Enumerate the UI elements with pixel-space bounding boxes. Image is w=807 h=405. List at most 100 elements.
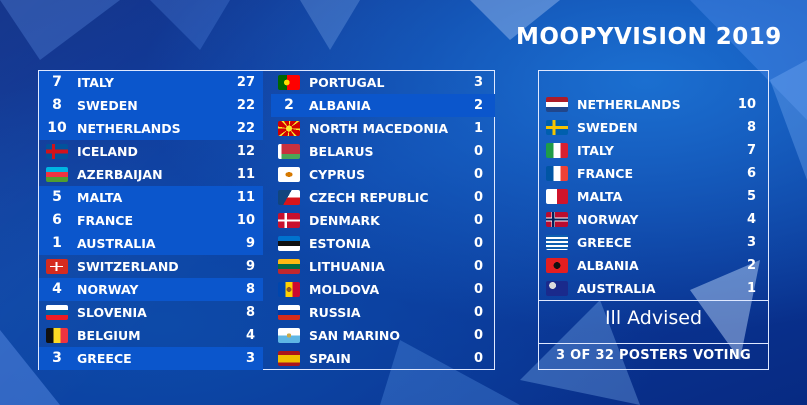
vote-row: SWEDEN 8	[539, 116, 768, 139]
country-name: AZERBAIJAN	[77, 167, 163, 182]
country-name: NORWAY	[77, 282, 139, 297]
netherlands-flag-icon	[546, 97, 568, 112]
country-points: 8	[245, 282, 255, 297]
scoreboard-row: DENMARK 0	[271, 209, 495, 232]
scoreboard-row: PORTUGAL 3	[271, 71, 495, 94]
country-name: SAN MARINO	[309, 328, 400, 343]
country-points: 0	[473, 236, 483, 251]
rank-number: 3	[52, 350, 62, 366]
country-points: 8	[245, 305, 255, 320]
country-name: RUSSIA	[309, 305, 361, 320]
scoreboard-row: 2 ALBANIA 2	[271, 94, 495, 117]
scoreboard-row: RUSSIA 0	[271, 301, 495, 324]
scoreboard-row: BELARUS 0	[271, 140, 495, 163]
country-points: 7	[746, 143, 756, 158]
cyprus-flag-icon	[278, 167, 300, 182]
country-points: 12	[236, 144, 255, 159]
country-points: 22	[236, 98, 255, 113]
scoreboard-row: 8 SWEDEN 22	[39, 94, 263, 117]
country-points: 9	[245, 259, 255, 274]
country-points: 4	[746, 212, 756, 227]
norway-flag-icon	[546, 212, 568, 227]
russia-flag-icon	[278, 305, 300, 320]
scoreboard-row: 5 MALTA 11	[39, 186, 263, 209]
country-points: 1	[746, 281, 756, 296]
scoreboard-row: ICELAND 12	[39, 140, 263, 163]
vote-row: AUSTRALIA 1	[539, 277, 768, 300]
country-points: 5	[746, 189, 756, 204]
rank-number: 10	[47, 120, 67, 136]
vote-row: MALTA 5	[539, 185, 768, 208]
divider	[539, 343, 768, 344]
scoreboard-row: AZERBAIJAN 11	[39, 163, 263, 186]
rank-number: 6	[52, 212, 62, 228]
country-points: 4	[245, 328, 255, 343]
country-name: NETHERLANDS	[577, 97, 681, 112]
scoreboard-row: 6 FRANCE 10	[39, 209, 263, 232]
page-title: MOOPYVISION 2019	[516, 24, 782, 50]
scoreboard-row: LITHUANIA 0	[271, 255, 495, 278]
country-points: 3	[473, 75, 483, 90]
scoreboard-panel: 7 ITALY 27 8 SWEDEN 22 10 NETHERLANDS 22 ICELAND 1…	[38, 70, 495, 370]
country-points: 0	[473, 351, 483, 366]
country-points: 0	[473, 144, 483, 159]
rank-number: 5	[52, 189, 62, 205]
country-name: PORTUGAL	[309, 75, 385, 90]
country-points: 3	[746, 235, 756, 250]
vote-row: FRANCE 6	[539, 162, 768, 185]
country-name: ITALY	[77, 75, 114, 90]
country-name: GREECE	[77, 351, 132, 366]
czech-republic-flag-icon	[278, 190, 300, 205]
rank-number: 2	[284, 97, 294, 113]
country-name: AUSTRALIA	[577, 281, 656, 296]
malta-flag-icon	[546, 189, 568, 204]
country-points: 27	[236, 75, 255, 90]
divider	[539, 300, 768, 301]
country-points: 3	[245, 351, 255, 366]
scoreboard-row: SWITZERLAND 9	[39, 255, 263, 278]
scoreboard-row: NORTH MACEDONIA 1	[271, 117, 495, 140]
country-name: CZECH REPUBLIC	[309, 190, 429, 205]
iceland-flag-icon	[46, 144, 68, 159]
spain-flag-icon	[278, 351, 300, 366]
vote-row: GREECE 3	[539, 231, 768, 254]
vote-row: ITALY 7	[539, 139, 768, 162]
country-name: SWEDEN	[577, 120, 638, 135]
country-name: CYPRUS	[309, 167, 366, 182]
country-name: FRANCE	[577, 166, 634, 181]
scoreboard-row: SAN MARINO 0	[271, 324, 495, 347]
rank-number: 7	[52, 74, 62, 90]
country-name: MOLDOVA	[309, 282, 380, 297]
country-points: 0	[473, 167, 483, 182]
voting-progress: 3 OF 32 POSTERS VOTING	[556, 348, 751, 363]
country-points: 0	[473, 190, 483, 205]
switzerland-flag-icon	[46, 259, 68, 274]
country-points: 1	[473, 121, 483, 136]
country-name: GREECE	[577, 235, 632, 250]
vote-row: NORWAY 4	[539, 208, 768, 231]
country-name: SLOVENIA	[77, 305, 147, 320]
scoreboard-row: SPAIN 0	[271, 347, 495, 370]
scoreboard-row: ESTONIA 0	[271, 232, 495, 255]
scoreboard-row: 7 ITALY 27	[39, 71, 263, 94]
country-name: FRANCE	[77, 213, 134, 228]
country-points: 11	[236, 167, 255, 182]
australia-flag-icon	[546, 281, 568, 296]
country-points: 22	[236, 121, 255, 136]
vote-row: ALBANIA 2	[539, 254, 768, 277]
lithuania-flag-icon	[278, 259, 300, 274]
azerbaijan-flag-icon	[46, 167, 68, 182]
country-points: 11	[236, 190, 255, 205]
country-points: 10	[737, 97, 756, 112]
scoreboard-row: CZECH REPUBLIC 0	[271, 186, 495, 209]
scoreboard-row: 10 NETHERLANDS 22	[39, 117, 263, 140]
country-name: NORWAY	[577, 212, 639, 227]
country-points: 0	[473, 213, 483, 228]
country-name: SWEDEN	[77, 98, 138, 113]
country-name: BELGIUM	[77, 328, 141, 343]
albania-flag-icon	[546, 258, 568, 273]
voting-panel: NETHERLANDS 10 SWEDEN 8 ITALY 7 FRANCE 6 MALTA 5 N…	[538, 70, 769, 370]
estonia-flag-icon	[278, 236, 300, 251]
italy-flag-icon	[546, 143, 568, 158]
rank-number: 1	[52, 235, 62, 251]
